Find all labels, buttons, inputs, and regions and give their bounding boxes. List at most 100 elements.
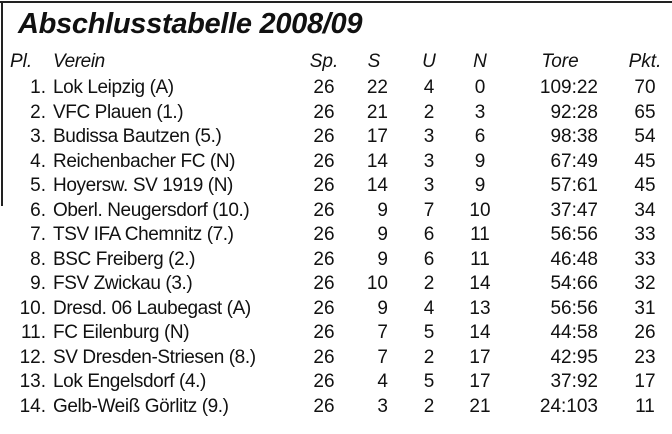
table-row: 4. Reichenbacher FC (N) 26 14 3 9 67:49 45 <box>0 150 672 174</box>
cell-tore: 42:95 <box>550 346 598 368</box>
cell-n: 0 <box>474 77 486 98</box>
cell-verein: SV Dresden-Striesen (8.) <box>53 346 256 368</box>
cell-s: 7 <box>377 346 388 368</box>
cell-verein: VFC Plauen (1.) <box>53 101 184 123</box>
cell-u: 2 <box>423 395 435 417</box>
cell-sp: 26 <box>313 101 335 123</box>
table-row: 8. BSC Freiberg (2.) 26 9 6 11 46:48 33 <box>0 248 672 272</box>
cell-s: 21 <box>366 101 388 123</box>
cell-sp: 26 <box>313 297 335 319</box>
cell-pl: 8. <box>30 248 46 270</box>
cell-s: 22 <box>366 77 388 98</box>
cell-tore: 37:92 <box>550 371 598 392</box>
cell-sp: 26 <box>313 322 335 343</box>
cell-pl: 5. <box>30 175 46 196</box>
cell-sp: 26 <box>313 126 335 147</box>
cell-u: 3 <box>423 175 435 196</box>
cell-verein: Budissa Bautzen (5.) <box>53 126 222 147</box>
cell-sp: 26 <box>313 224 335 245</box>
cell-pkt: 70 <box>634 77 656 98</box>
cell-tore: 98:38 <box>550 126 598 147</box>
header-n: N <box>473 51 487 72</box>
cell-sp: 26 <box>313 150 335 172</box>
cell-pkt: 65 <box>634 101 656 123</box>
cell-pkt: 23 <box>634 346 656 368</box>
table-row: 3. Budissa Bautzen (5.) 26 17 3 6 98:38 54 <box>0 125 672 149</box>
cell-n: 10 <box>469 199 491 221</box>
cell-s: 9 <box>377 224 388 245</box>
cell-verein: Gelb-Weiß Görlitz (9.) <box>53 395 229 417</box>
cell-pl: 1. <box>30 77 46 98</box>
cell-s: 17 <box>366 126 388 147</box>
cell-pl: 2. <box>30 101 46 123</box>
cell-n: 6 <box>474 126 486 147</box>
cell-s: 9 <box>377 199 388 221</box>
cell-u: 7 <box>423 199 435 221</box>
cell-u: 5 <box>423 322 435 343</box>
cell-pkt: 33 <box>634 248 656 270</box>
cell-u: 6 <box>423 248 435 270</box>
cell-pkt: 11 <box>635 395 655 417</box>
table-row: 2. VFC Plauen (1.) 26 21 2 3 92:28 65 <box>0 101 672 125</box>
cell-pl: 9. <box>30 273 46 294</box>
cell-n: 3 <box>474 101 486 123</box>
cell-tore: 67:49 <box>550 150 598 172</box>
cell-tore: 46:48 <box>550 248 598 270</box>
cell-tore: 56:56 <box>550 224 598 245</box>
header-sp: Sp. <box>309 51 339 72</box>
cell-verein: TSV IFA Chemnitz (7.) <box>53 224 234 245</box>
header-u: U <box>422 51 436 72</box>
cell-pl: 10. <box>19 297 46 319</box>
cell-verein: FSV Zwickau (3.) <box>53 273 193 294</box>
cell-n: 17 <box>469 346 491 368</box>
table-row: 14. Gelb-Weiß Görlitz (9.) 26 3 2 21 24:103 11 <box>0 395 672 419</box>
cell-tore: 37:47 <box>550 199 598 221</box>
cell-s: 3 <box>377 395 388 417</box>
table-row: 9. FSV Zwickau (3.) 26 10 2 14 54:66 32 <box>0 272 672 296</box>
top-rule <box>0 1 672 3</box>
cell-tore: 57:61 <box>550 175 598 196</box>
cell-s: 9 <box>377 248 388 270</box>
cell-sp: 26 <box>313 175 335 196</box>
cell-pl: 4. <box>30 150 46 172</box>
cell-s: 10 <box>366 273 388 294</box>
cell-sp: 26 <box>313 346 335 368</box>
cell-tore: 54:66 <box>550 273 598 294</box>
table-row: 7. TSV IFA Chemnitz (7.) 26 9 6 11 56:56 33 <box>0 223 672 247</box>
cell-pl: 6. <box>30 199 46 221</box>
cell-pkt: 26 <box>634 322 656 343</box>
cell-pkt: 31 <box>634 297 656 319</box>
cell-s: 7 <box>377 322 388 343</box>
cell-pkt: 32 <box>634 273 656 294</box>
cell-s: 9 <box>377 297 388 319</box>
cell-verein: BSC Freiberg (2.) <box>53 248 196 270</box>
cell-u: 2 <box>423 273 435 294</box>
table-row: 10. Dresd. 06 Laubegast (A) 26 9 4 13 56:56 31 <box>0 297 672 321</box>
cell-u: 4 <box>423 297 435 319</box>
cell-u: 6 <box>423 224 435 245</box>
header-verein: Verein <box>53 51 105 72</box>
cell-u: 3 <box>423 126 435 147</box>
cell-pkt: 17 <box>634 371 656 392</box>
cell-u: 4 <box>423 77 435 98</box>
cell-u: 3 <box>423 150 435 172</box>
cell-pl: 13. <box>19 371 46 392</box>
cell-pl: 11. <box>20 322 46 343</box>
table-header: Pl. Verein Sp. S U N Tore Pkt. <box>0 50 672 74</box>
cell-tore: 56:56 <box>550 297 598 319</box>
table-row: 11. FC Eilenburg (N) 26 7 5 14 44:58 26 <box>0 321 672 345</box>
cell-sp: 26 <box>313 248 335 270</box>
cell-tore: 92:28 <box>550 101 598 123</box>
cell-s: 14 <box>366 150 388 172</box>
table-title: Abschlusstabelle 2008/09 <box>18 8 363 40</box>
table-row: 12. SV Dresden-Striesen (8.) 26 7 2 17 42:95 23 <box>0 346 672 370</box>
header-pkt: Pkt. <box>628 51 662 72</box>
cell-pl: 3. <box>30 126 46 147</box>
cell-verein: Reichenbacher FC (N) <box>53 150 236 172</box>
cell-u: 5 <box>423 371 435 392</box>
cell-pl: 12. <box>19 346 46 368</box>
cell-s: 14 <box>366 175 388 196</box>
cell-sp: 26 <box>313 273 335 294</box>
cell-n: 9 <box>474 175 486 196</box>
header-s: S <box>367 51 381 72</box>
